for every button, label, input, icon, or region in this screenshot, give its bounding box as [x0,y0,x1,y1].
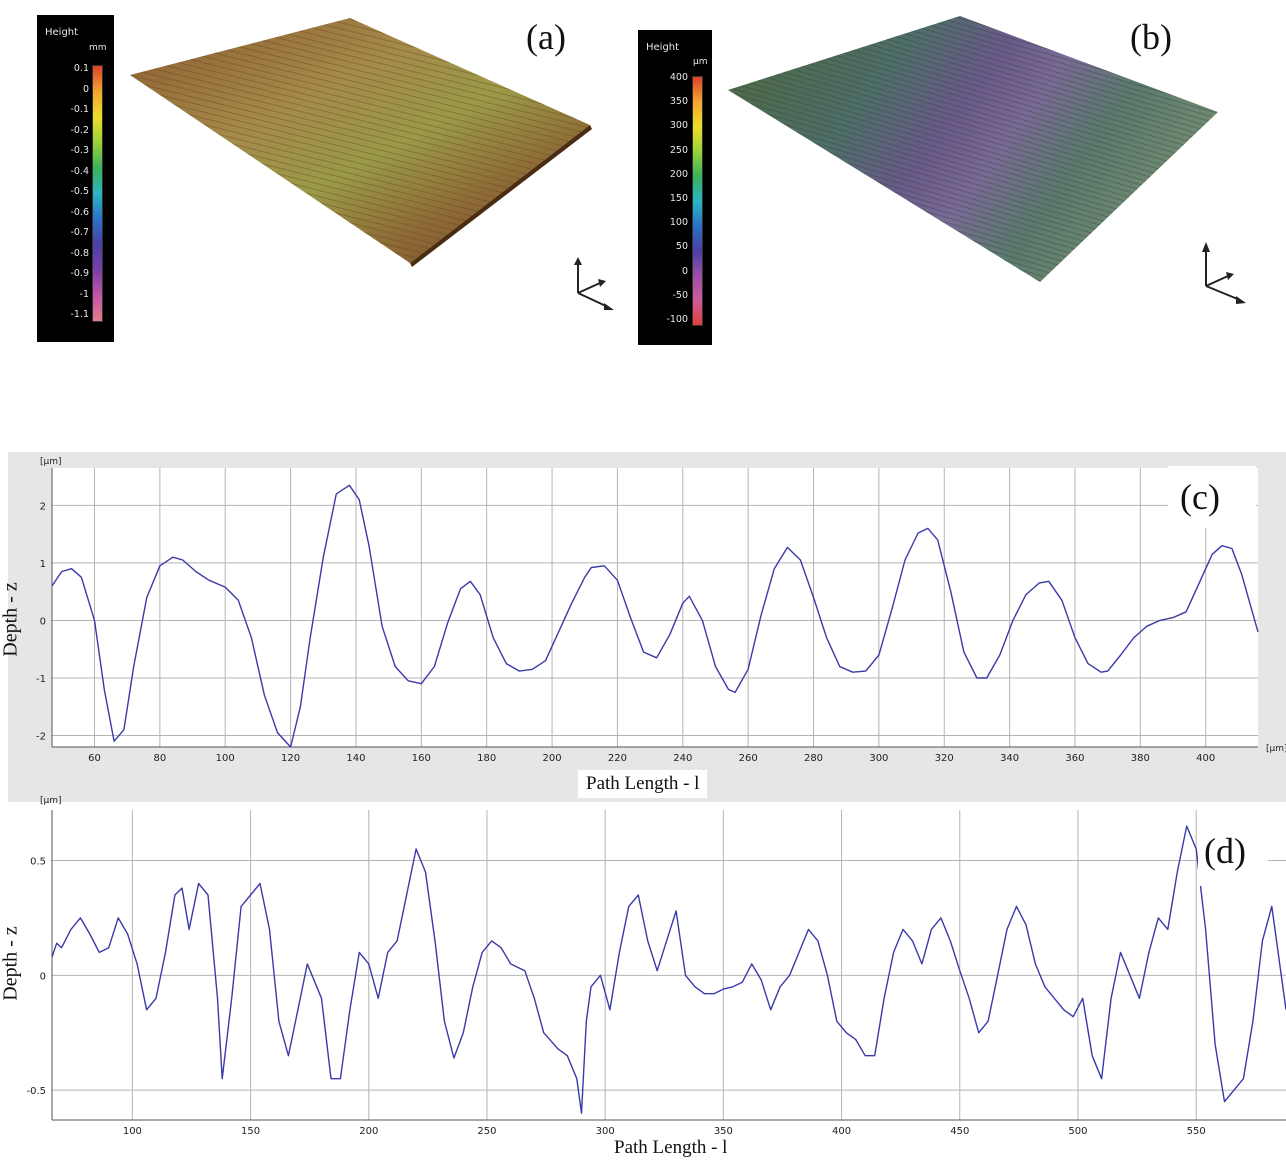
colorbar-tick-label: -0.4 [70,165,89,177]
colorbar-tick-label: -0.1 [70,104,89,115]
colorbar-tick-label: 100 [669,217,688,229]
y-tick-label: 0.5 [30,857,46,868]
plot-area [52,810,1286,1120]
y-tick-label: -2 [36,731,46,742]
x-tick-label: 280 [804,753,823,764]
colorbar-gradient [692,76,703,326]
colorbar-tick-label: -0.3 [70,145,89,156]
y-axis-title: Depth - z [0,926,22,1001]
x-tick-label: 240 [673,753,692,764]
x-tick-label: 100 [123,1126,142,1137]
surface-3d-a [130,18,592,267]
axis-triad-icon [1202,242,1246,304]
y-unit-label: [µm] [40,796,62,806]
x-tick-label: 160 [412,753,431,764]
panel-label-a: (a) [526,17,566,57]
colorbar-tick-label: -0.2 [70,124,89,136]
colorbar-unit: mm [89,43,107,53]
colorbar-tick-label: -0.7 [70,227,89,238]
x-tick-label: 340 [1000,753,1019,764]
panel-label-d-box [1198,824,1268,886]
colorbar-tick-label: -0.5 [70,186,89,197]
surface-3d-b [728,16,1218,282]
x-tick-label: 320 [935,753,954,764]
colorbar-tick-label: 200 [669,168,688,180]
x-tick-label: 140 [346,753,365,764]
profile-chart-c: 60 80 100 120 140 160 180 200 220 240 260 280 300 320… [0,452,1286,802]
x-tick-label: 300 [869,753,888,764]
colorbar-tick-label: 0 [82,83,89,95]
colorbar-tick-label: -1 [79,288,89,300]
axis-triad-icon [574,257,614,310]
x-axis-title: Path Length - l [578,770,708,798]
chart-d-svg: 100 150 200 250 300 350 400 450 500 550 -0.5 0 0.5 [26,810,1286,1137]
y-unit-label: [µm] [40,457,62,467]
x-tick-label: 400 [1196,753,1215,764]
colorbar-a: Height mm 0.1 0 -0.1 -0.2 -0.3 -0.4 -0.5 -0.6 -0… [37,15,114,342]
x-tick-label: 180 [477,753,496,764]
panel-a: Height mm 0.1 0 -0.1 -0.2 -0.3 -0.4 -0.5 -0.6 -0… [0,0,620,350]
x-tick-label: 360 [1065,753,1084,764]
x-tick-label: 220 [608,753,627,764]
x-tick-label: 80 [153,753,166,764]
colorbar-unit: µm [693,57,708,67]
colorbar-b: Height µm 400 350 300 250 200 150 100 50 0 -50 -10… [638,30,712,345]
x-tick-label: 250 [477,1126,496,1137]
colorbar-tick-label: -1.1 [70,309,89,320]
x-tick-label: 150 [241,1126,260,1137]
y-tick-label: 1 [40,559,46,570]
x-tick-label: 550 [1187,1126,1206,1137]
colorbar-title: Height [646,42,680,53]
y-tick-label: -1 [36,674,46,685]
colorbar-tick-label: 250 [669,144,688,156]
x-tick-label: 60 [88,753,101,764]
x-tick-label: 400 [832,1126,851,1137]
x-tick-label: 450 [950,1126,969,1137]
colorbar-tick-label: 50 [675,241,688,253]
x-tick-label: 300 [596,1126,615,1137]
colorbar-tick-label: -0.6 [70,206,89,218]
y-tick-label: 0 [40,616,46,627]
x-tick-label: 350 [714,1126,733,1137]
x-unit-label: [µm] [1266,744,1286,754]
x-tick-label: 500 [1068,1126,1087,1137]
plot-area [52,468,1258,747]
panel-label-c: (c) [1180,477,1220,517]
series-line [51,825,1286,1114]
colorbar-tick-label: 150 [669,193,688,204]
colorbar-tick-label: -100 [666,314,688,325]
x-tick-label: 200 [359,1126,378,1137]
panel-label-c-box [1168,466,1256,528]
colorbar-gradient [92,65,103,322]
x-axis-title: Path Length - l [606,1134,736,1162]
colorbar-tick-label: -0.8 [70,247,89,259]
colorbar-tick-label: 400 [669,72,688,83]
panel-b: Height µm 400 350 300 250 200 150 100 50 0 -50 -10… [630,0,1286,350]
y-tick-label: -0.5 [26,1086,46,1097]
x-tick-label: 260 [739,753,758,764]
x-tick-label: 380 [1131,753,1150,764]
x-tick-label: 100 [216,753,235,764]
x-tick-label: 200 [543,753,562,764]
panel-label-d: (d) [1204,831,1246,871]
colorbar-title: Height [45,27,79,38]
series-line [51,484,1259,748]
colorbar-tick-label: 300 [669,120,688,132]
x-tick-label: 120 [281,753,300,764]
panel-label-b: (b) [1130,17,1172,57]
colorbar-tick-label: 350 [669,96,688,108]
colorbar-tick-label: 0.1 [73,63,89,74]
profile-chart-d: 100 150 200 250 300 350 400 450 500 550 -0.5 0 0.5 [… [0,796,1286,1168]
y-axis-title: Depth - z [0,582,22,657]
colorbar-tick-label: -0.9 [70,268,89,279]
colorbar-tick-label: 0 [681,265,688,277]
colorbar-tick-label: -50 [672,289,688,301]
y-tick-label: 0 [40,971,46,982]
chart-c-svg: 60 80 100 120 140 160 180 200 220 240 260 280 300 320… [36,468,1259,764]
y-tick-label: 2 [40,501,46,512]
